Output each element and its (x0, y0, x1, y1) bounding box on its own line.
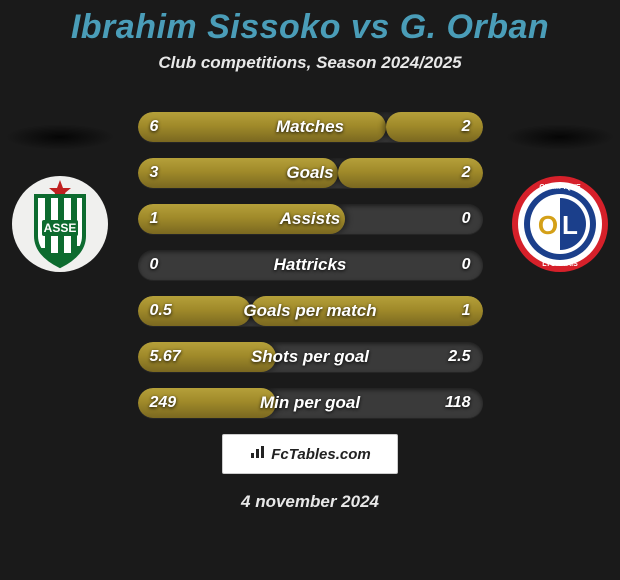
stat-row: 5.672.5Shots per goal (138, 342, 483, 372)
ol-badge-icon: O L OLYMPIQUE LYONNAIS (510, 174, 610, 274)
left-club-badge: ASSE (10, 174, 110, 274)
watermark-text: FcTables.com (271, 446, 370, 463)
stat-row: 10Assists (138, 204, 483, 234)
svg-text:L: L (562, 210, 578, 240)
stat-row: 32Goals (138, 158, 483, 188)
svg-text:ASSE: ASSE (44, 221, 77, 235)
stat-label: Goals (138, 158, 483, 188)
right-club-badge: O L OLYMPIQUE LYONNAIS (510, 174, 610, 274)
svg-text:O: O (538, 210, 558, 240)
content-area: ASSE O L OLYMPIQUE LYONNAIS 62Matches 32G… (0, 112, 620, 512)
stat-row: 0.51Goals per match (138, 296, 483, 326)
stat-label: Matches (138, 112, 483, 142)
stat-label: Shots per goal (138, 342, 483, 372)
page-title: Ibrahim Sissoko vs G. Orban (0, 0, 620, 47)
svg-text:LYONNAIS: LYONNAIS (542, 261, 578, 268)
chart-icon (249, 445, 267, 464)
stat-label: Min per goal (138, 388, 483, 418)
date-text: 4 november 2024 (0, 492, 620, 512)
asse-badge-icon: ASSE (10, 174, 110, 274)
left-logo-shadow (5, 124, 115, 150)
stat-label: Hattricks (138, 250, 483, 280)
stat-row: 00Hattricks (138, 250, 483, 280)
stat-label: Assists (138, 204, 483, 234)
stat-bars: 62Matches 32Goals 10Assists 00Hattricks 0.51… (138, 112, 483, 418)
right-logo-shadow (505, 124, 615, 150)
comparison-infographic: Ibrahim Sissoko vs G. Orban Club competi… (0, 0, 620, 580)
stat-row: 249118Min per goal (138, 388, 483, 418)
svg-text:OLYMPIQUE: OLYMPIQUE (539, 184, 581, 191)
watermark-badge: FcTables.com (222, 434, 398, 474)
stat-label: Goals per match (138, 296, 483, 326)
subtitle: Club competitions, Season 2024/2025 (0, 53, 620, 73)
stat-row: 62Matches (138, 112, 483, 142)
